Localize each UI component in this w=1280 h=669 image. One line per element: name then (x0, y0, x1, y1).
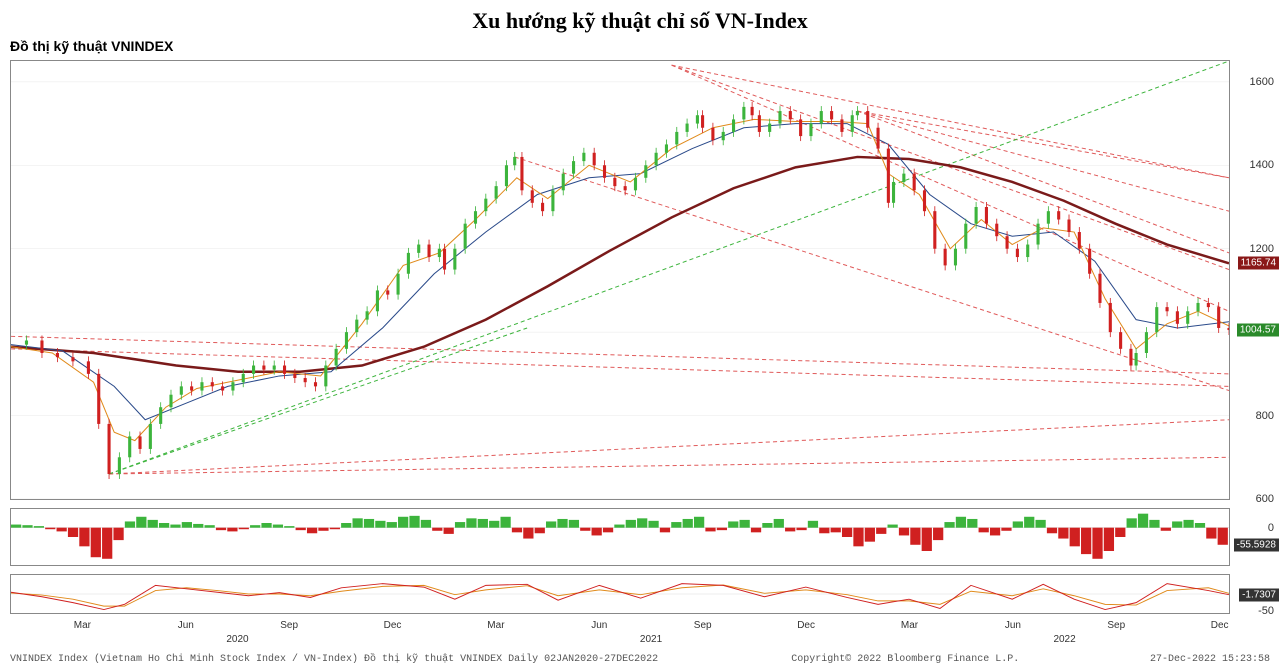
footer-copyright: Copyright© 2022 Bloomberg Finance L.P. (791, 654, 1019, 665)
y-tick-label: 0 (1268, 522, 1274, 534)
x-tick-month: Mar (901, 620, 918, 631)
x-tick-month: Dec (797, 620, 815, 631)
page-title: Xu hướng kỹ thuật chỉ số VN-Index (0, 0, 1280, 38)
x-tick-month: Mar (74, 620, 91, 631)
x-tick-month: Dec (384, 620, 402, 631)
x-tick-month: Jun (1005, 620, 1021, 631)
oscillator1-panel: 0-55.5928 (10, 508, 1230, 566)
y-tick-label: 1400 (1250, 159, 1274, 171)
y-tick-label: 800 (1256, 410, 1274, 422)
footer-timestamp: 27-Dec-2022 15:23:58 (1150, 654, 1270, 665)
price-badge: 1004.57 (1237, 324, 1279, 337)
y-tick-label: -50 (1258, 605, 1274, 617)
x-axis: Mar Jun Sep Dec Mar Jun Sep Dec Mar Jun Sep Dec 2020… (10, 618, 1230, 658)
price-badge: 1165.74 (1238, 257, 1279, 270)
chart-subtitle: Đồ thị kỹ thuật VNINDEX (0, 38, 1280, 54)
x-tick-month: Mar (487, 620, 504, 631)
chart-footer: VNINDEX Index (Vietnam Ho Chi Minh Stock… (10, 654, 1270, 665)
y-tick-label: 600 (1256, 493, 1274, 505)
x-tick-year: 2022 (1053, 634, 1075, 645)
oscillator-badge: -55.5928 (1234, 538, 1279, 551)
price-panel: 60080010001200140016001165.741004.57 (10, 60, 1230, 500)
x-tick-month: Jun (591, 620, 607, 631)
x-tick-year: 2020 (226, 634, 248, 645)
x-tick-month: Sep (280, 620, 298, 631)
y-tick-label: 1200 (1250, 243, 1274, 255)
x-tick-year: 2021 (640, 634, 662, 645)
x-tick-month: Jun (178, 620, 194, 631)
x-tick-month: Sep (694, 620, 712, 631)
footer-description: VNINDEX Index (Vietnam Ho Chi Minh Stock… (10, 654, 658, 665)
oscillator2-panel: -50-1.7307 (10, 574, 1230, 614)
oscillator-badge: -1.7307 (1239, 588, 1279, 601)
chart-container: 60080010001200140016001165.741004.57 0-5… (10, 60, 1230, 619)
x-tick-month: Dec (1211, 620, 1229, 631)
x-tick-month: Sep (1107, 620, 1125, 631)
y-tick-label: 1600 (1250, 76, 1274, 88)
